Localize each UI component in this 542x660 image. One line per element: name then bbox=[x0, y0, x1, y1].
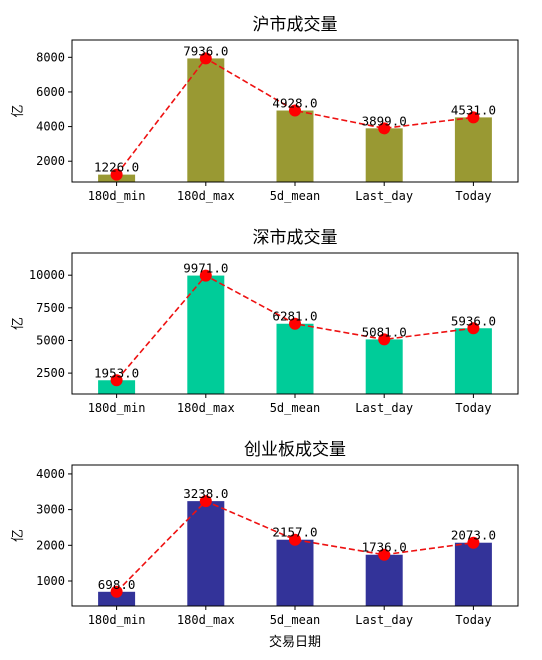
data-point-180d_min bbox=[110, 168, 123, 181]
series-line bbox=[116, 500, 474, 593]
x-tick-label-Today: Today bbox=[455, 613, 491, 627]
data-label-180d_max: 7936.0 bbox=[183, 43, 228, 58]
data-point-Last_day bbox=[378, 333, 391, 346]
data-label-5d_mean: 2157.0 bbox=[272, 525, 317, 540]
data-label-180d_min: 1953.0 bbox=[94, 365, 139, 380]
data-label-5d_mean: 6281.0 bbox=[272, 309, 317, 324]
bar-5d_mean bbox=[276, 110, 314, 182]
bar-5d_mean bbox=[276, 539, 314, 606]
x-tick-label-180d_min: 180d_min bbox=[88, 401, 146, 415]
data-point-180d_min bbox=[110, 374, 123, 387]
data-label-180d_max: 9971.0 bbox=[183, 261, 228, 276]
y-tick-label: 4000 bbox=[36, 120, 65, 134]
bar-Today bbox=[454, 117, 492, 182]
data-label-5d_mean: 4928.0 bbox=[272, 96, 317, 111]
x-tick-label-Last_day: Last_day bbox=[355, 401, 413, 415]
bar-Today bbox=[454, 542, 492, 606]
x-tick-label-180d_min: 180d_min bbox=[88, 189, 146, 203]
y-tick-label: 1000 bbox=[36, 574, 65, 588]
y-tick-label: 2000 bbox=[36, 538, 65, 552]
bar-Today bbox=[454, 328, 492, 394]
y-tick-label: 4000 bbox=[36, 467, 65, 481]
data-point-5d_mean bbox=[289, 104, 301, 117]
data-label-Today: 2073.0 bbox=[451, 528, 496, 543]
y-tick-label: 3000 bbox=[36, 503, 65, 517]
data-point-180d_max bbox=[199, 495, 212, 508]
data-label-Last_day: 3899.0 bbox=[362, 113, 407, 128]
data-point-5d_mean bbox=[289, 317, 301, 330]
data-label-Today: 4531.0 bbox=[451, 102, 496, 117]
x-tick-label-5d_mean: 5d_mean bbox=[270, 401, 321, 415]
x-tick-label-5d_mean: 5d_mean bbox=[270, 189, 321, 203]
bar-180d_min bbox=[98, 380, 136, 394]
data-label-Last_day: 5081.0 bbox=[362, 324, 407, 339]
bar-5d_mean bbox=[276, 323, 314, 394]
data-point-180d_min bbox=[110, 585, 123, 598]
data-point-Today bbox=[467, 536, 480, 549]
chart-title: 创业板成交量 bbox=[244, 440, 346, 460]
y-tick-label: 5000 bbox=[36, 333, 65, 347]
x-tick-label-180d_max: 180d_max bbox=[177, 189, 235, 203]
bar-180d_max bbox=[187, 58, 225, 182]
x-tick-label-Last_day: Last_day bbox=[355, 613, 413, 627]
data-label-180d_min: 1226.0 bbox=[94, 160, 139, 175]
data-label-Today: 5936.0 bbox=[451, 313, 496, 328]
y-tick-label: 2000 bbox=[36, 154, 65, 168]
data-point-Last_day bbox=[378, 548, 391, 561]
x-tick-label-180d_max: 180d_max bbox=[177, 401, 235, 415]
bar-180d_max bbox=[187, 501, 225, 606]
data-point-180d_max bbox=[199, 269, 212, 282]
chart-title: 沪市成交量 bbox=[253, 15, 338, 35]
chart-title: 深市成交量 bbox=[253, 228, 338, 248]
data-point-180d_max bbox=[199, 52, 212, 65]
y-axis-label: 亿 bbox=[11, 529, 26, 542]
y-tick-label: 6000 bbox=[36, 85, 65, 99]
y-tick-label: 8000 bbox=[36, 50, 65, 64]
y-tick-label: 10000 bbox=[29, 268, 65, 282]
bar-180d_max bbox=[187, 275, 225, 394]
x-tick-label-Today: Today bbox=[455, 401, 491, 415]
x-tick-label-Last_day: Last_day bbox=[355, 189, 413, 203]
y-tick-label: 7500 bbox=[36, 301, 65, 315]
x-tick-label-180d_min: 180d_min bbox=[88, 613, 146, 627]
data-point-Today bbox=[467, 111, 480, 124]
y-axis-label: 亿 bbox=[11, 317, 26, 330]
series-line bbox=[115, 57, 474, 176]
y-axis-label: 亿 bbox=[11, 104, 26, 117]
bar-Last_day bbox=[365, 554, 403, 606]
x-axis-label: 交易日期 bbox=[269, 634, 321, 650]
bar-Last_day bbox=[365, 128, 403, 182]
data-label-180d_max: 3238.0 bbox=[183, 486, 228, 501]
data-point-Last_day bbox=[378, 122, 391, 135]
bar-Last_day bbox=[365, 339, 403, 394]
x-tick-label-180d_max: 180d_max bbox=[177, 613, 235, 627]
data-point-5d_mean bbox=[289, 533, 301, 546]
data-point-Today bbox=[467, 322, 480, 335]
y-tick-label: 2500 bbox=[36, 366, 65, 380]
x-tick-label-Today: Today bbox=[455, 189, 491, 203]
x-tick-label-5d_mean: 5d_mean bbox=[270, 613, 321, 627]
data-label-Last_day: 1736.0 bbox=[362, 540, 407, 555]
bar-180d_min bbox=[98, 591, 136, 606]
data-label-180d_min: 698.0 bbox=[98, 577, 136, 592]
